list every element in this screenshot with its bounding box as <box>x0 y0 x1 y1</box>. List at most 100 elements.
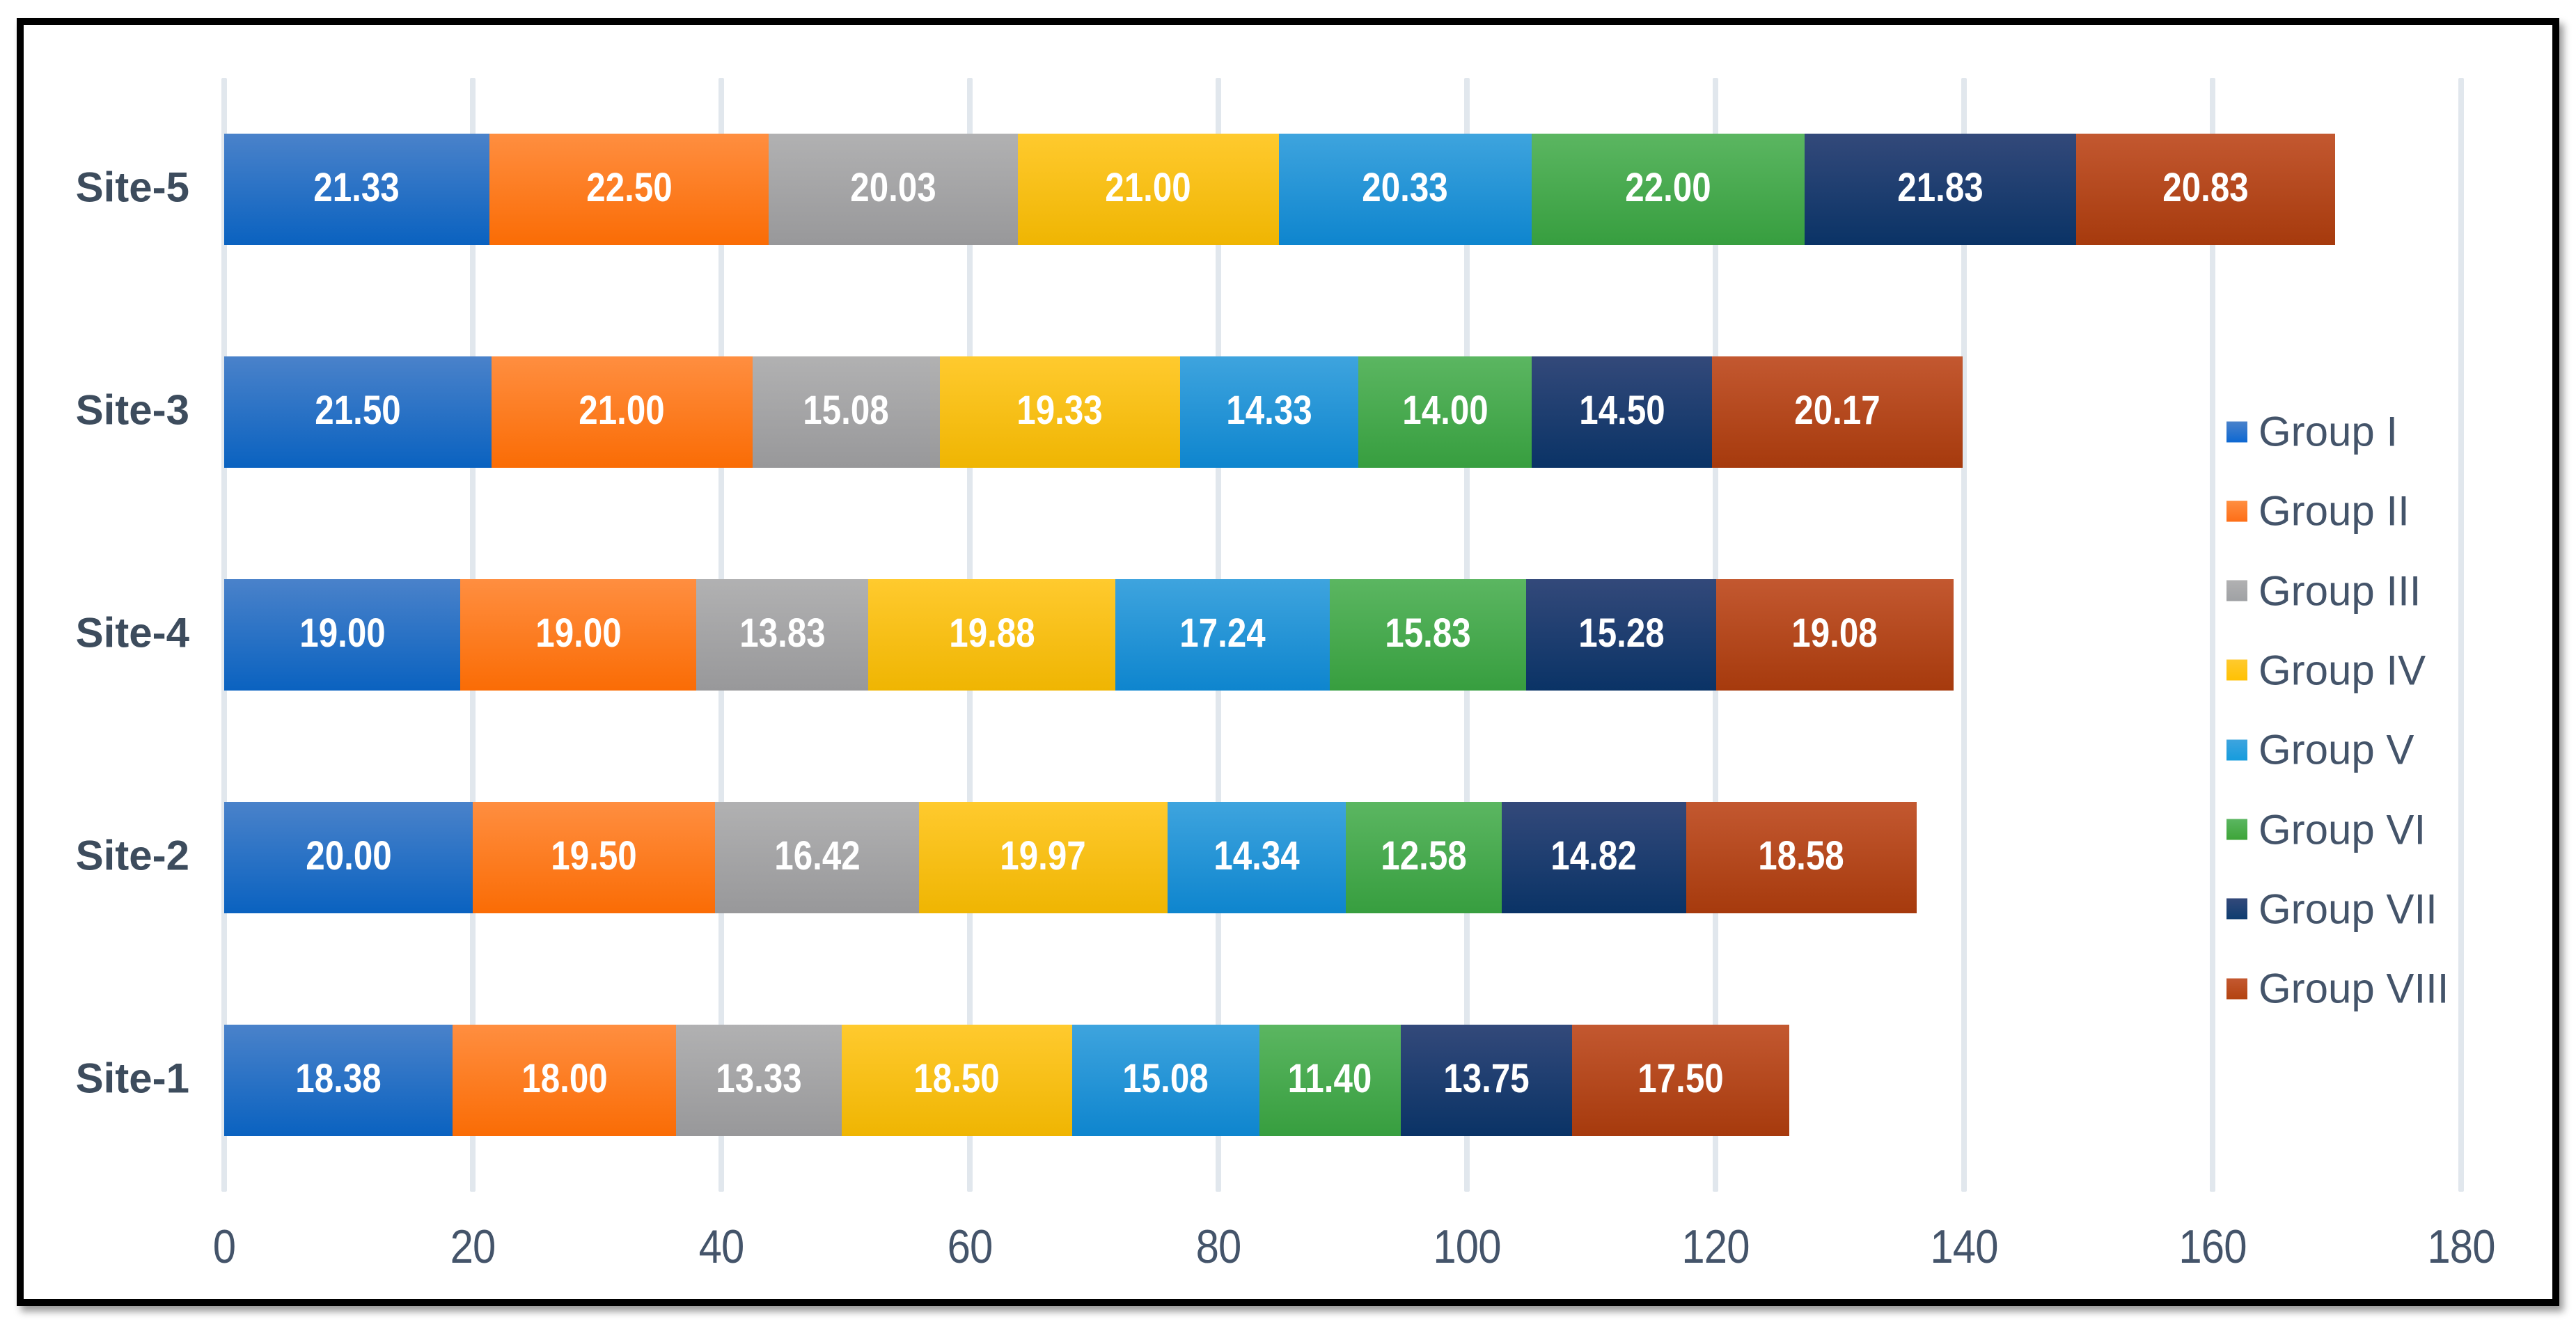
legend-swatch <box>2226 421 2247 442</box>
segment-value-label: 13.33 <box>716 1055 803 1101</box>
legend-item-label: Group VIII <box>2259 965 2449 1012</box>
legend-item: Group III <box>2226 567 2421 615</box>
gridline <box>2210 78 2215 1192</box>
legend-item: Group VII <box>2226 885 2437 933</box>
x-axis-tick-label: 180 <box>2427 1220 2495 1273</box>
bar-segment: 18.00 <box>453 1025 677 1136</box>
bar-segment: 17.50 <box>1571 1025 1789 1136</box>
segment-value-label: 18.58 <box>1758 833 1845 878</box>
bar-segment: 20.33 <box>1278 134 1532 245</box>
x-axis-tick-label: 0 <box>212 1220 236 1273</box>
bar-segment: 21.50 <box>224 356 492 468</box>
segment-value-label: 19.08 <box>1791 610 1878 656</box>
bar-segment: 18.50 <box>842 1025 1072 1136</box>
legend-item-label: Group VI <box>2259 806 2426 853</box>
bar-segment: 20.03 <box>769 134 1018 245</box>
legend-swatch <box>2226 501 2247 522</box>
segment-value-label: 20.33 <box>1362 164 1448 210</box>
category-label: Site-1 <box>75 1055 189 1102</box>
bar-segment: 17.24 <box>1115 579 1330 691</box>
segment-value-label: 14.82 <box>1550 833 1638 878</box>
bar-segment: 22.00 <box>1531 134 1805 245</box>
segment-value-label: 19.00 <box>535 610 622 656</box>
segment-value-label: 20.03 <box>850 164 936 210</box>
legend-swatch <box>2226 739 2247 761</box>
bar-segment: 15.28 <box>1526 579 1716 691</box>
segment-value-label: 14.34 <box>1213 833 1300 878</box>
legend-swatch <box>2226 659 2247 681</box>
category-label: Site-5 <box>75 164 189 211</box>
segment-value-label: 19.50 <box>551 833 637 878</box>
legend-item-label: Group IV <box>2259 647 2426 694</box>
bar-segment: 19.00 <box>460 579 697 691</box>
segment-value-label: 19.97 <box>1000 833 1087 878</box>
bar-row: 21.33 22.50 20.03 21.00 20.33 22.00 21.83 20.83 <box>224 134 2335 245</box>
bar-segment: 21.00 <box>491 356 753 468</box>
bar-segment: 19.00 <box>224 579 461 691</box>
legend-item-label: Group VII <box>2259 885 2437 933</box>
legend-swatch <box>2226 819 2247 840</box>
gridline <box>2458 78 2464 1192</box>
bar-segment: 12.58 <box>1345 802 1502 913</box>
legend-swatch <box>2226 898 2247 920</box>
x-axis-tick-label: 160 <box>2178 1220 2247 1273</box>
bar-segment: 13.75 <box>1401 1025 1572 1136</box>
segment-value-label: 15.08 <box>803 387 889 433</box>
bar-segment: 19.97 <box>919 802 1168 913</box>
bar-segment: 22.50 <box>489 134 769 245</box>
legend-item-label: Group II <box>2259 487 2410 535</box>
segment-value-label: 14.00 <box>1401 387 1489 433</box>
segment-value-label: 22.00 <box>1625 164 1711 210</box>
segment-value-label: 21.50 <box>315 387 401 433</box>
bar-segment: 18.38 <box>224 1025 453 1136</box>
category-label: Site-4 <box>75 609 189 656</box>
segment-value-label: 14.50 <box>1579 387 1665 433</box>
x-axis-tick-label: 100 <box>1433 1220 1501 1273</box>
x-axis-tick-label: 140 <box>1930 1220 1998 1273</box>
category-label: Site-3 <box>75 386 189 434</box>
bar-segment: 13.83 <box>696 579 869 691</box>
bar-segment: 14.50 <box>1532 356 1713 468</box>
segment-value-label: 11.40 <box>1288 1055 1372 1101</box>
bar-segment: 19.33 <box>939 356 1180 468</box>
bar-segment: 21.33 <box>224 134 489 245</box>
segment-value-label: 17.24 <box>1179 610 1266 656</box>
bar-segment: 14.33 <box>1179 356 1358 468</box>
legend-item: Group V <box>2226 726 2414 774</box>
legend-swatch <box>2226 580 2247 601</box>
legend-item: Group I <box>2226 408 2398 456</box>
bar-segment: 14.00 <box>1358 356 1532 468</box>
legend-item: Group IV <box>2226 646 2426 694</box>
segment-value-label: 22.50 <box>586 164 673 210</box>
bar-segment: 13.33 <box>676 1025 842 1136</box>
segment-value-label: 19.00 <box>299 610 386 656</box>
bar-segment: 20.00 <box>224 802 473 913</box>
segment-value-label: 17.50 <box>1638 1055 1724 1101</box>
segment-value-label: 21.00 <box>1105 164 1192 210</box>
x-axis-tick-label: 40 <box>698 1220 745 1273</box>
bar-segment: 15.08 <box>1071 1025 1259 1136</box>
legend-item-label: Group V <box>2259 726 2414 773</box>
bar-segment: 16.42 <box>715 802 920 913</box>
segment-value-label: 15.28 <box>1578 610 1665 656</box>
segment-value-label: 21.33 <box>313 164 400 210</box>
bar-row: 19.00 19.00 13.83 19.88 17.24 15.83 15.28 19.08 <box>224 579 1954 691</box>
bar-segment: 19.50 <box>473 802 716 913</box>
bar-row: 21.50 21.00 15.08 19.33 14.33 14.00 14.50 20.17 <box>224 356 1963 468</box>
segment-value-label: 20.00 <box>305 833 392 878</box>
segment-value-label: 12.58 <box>1381 833 1467 878</box>
gridline <box>1961 78 1967 1192</box>
x-axis-tick-label: 60 <box>947 1220 994 1273</box>
segment-value-label: 19.88 <box>948 610 1035 656</box>
category-label: Site-2 <box>75 832 189 879</box>
segment-value-label: 13.75 <box>1443 1055 1530 1101</box>
legend-swatch <box>2226 978 2247 1000</box>
legend-item: Group VIII <box>2226 965 2449 1013</box>
bar-segment: 19.08 <box>1716 579 1954 691</box>
segment-value-label: 19.33 <box>1016 387 1103 433</box>
legend-item-label: Group I <box>2259 408 2398 455</box>
segment-value-label: 18.00 <box>521 1055 608 1101</box>
bar-segment: 21.83 <box>1805 134 2076 245</box>
legend-item: Group VI <box>2226 805 2426 853</box>
